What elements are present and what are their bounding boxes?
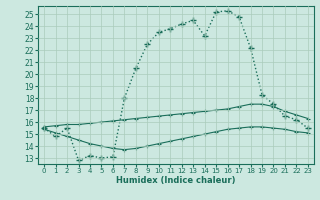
X-axis label: Humidex (Indice chaleur): Humidex (Indice chaleur) bbox=[116, 176, 236, 185]
